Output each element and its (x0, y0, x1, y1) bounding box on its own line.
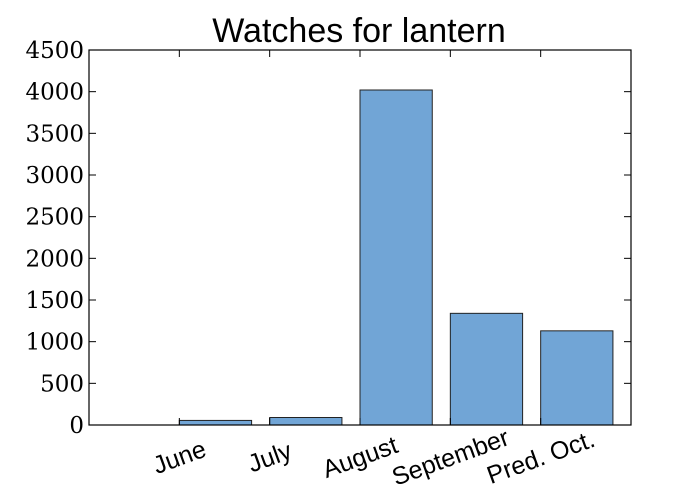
xtick-label: July (244, 437, 296, 479)
bar-august (359, 89, 433, 426)
ytick-label: 3500 (25, 121, 84, 147)
ytick-label: 4500 (25, 38, 84, 64)
y-axis: 0 500 1000 1500 2000 2500 3000 3500 4000 4500 (25, 38, 631, 439)
plot-frame (88, 49, 632, 426)
xtick-label: June (149, 435, 210, 480)
bars-group (178, 89, 614, 426)
ytick-label: 2000 (25, 246, 84, 272)
ytick-label: 500 (40, 371, 84, 397)
ytick-label: 3000 (25, 163, 84, 189)
bar-june (178, 419, 253, 426)
ytick-label: 2500 (25, 205, 84, 231)
bar-pred-oct (540, 330, 614, 426)
xtick-label: August (319, 431, 402, 484)
ytick-label: 1000 (25, 330, 84, 356)
ytick-label: 4000 (25, 80, 84, 106)
chart-title: Watches for lantern (212, 12, 506, 50)
ytick-label: 1500 (25, 288, 84, 314)
ytick-label: 0 (69, 413, 84, 439)
bar-july (269, 417, 343, 426)
bar-september (449, 312, 524, 426)
